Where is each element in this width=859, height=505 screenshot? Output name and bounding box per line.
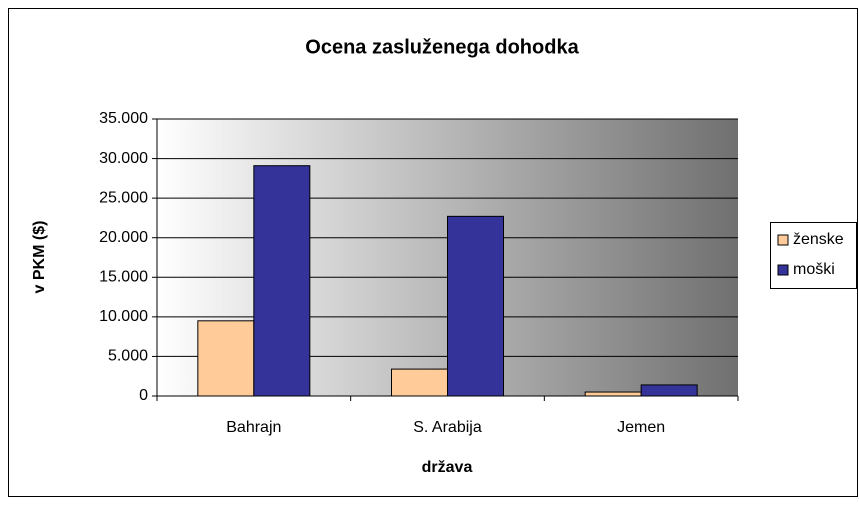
y-tick-label: 30.000 — [99, 150, 148, 167]
x-tick-label: S. Arabija — [413, 419, 482, 436]
y-tick-label: 25.000 — [99, 189, 148, 206]
bar — [640, 384, 698, 397]
legend-swatch — [777, 234, 789, 246]
y-axis-title: v PKM ($) — [31, 221, 48, 294]
bar — [253, 165, 311, 397]
y-tick-label: 10.000 — [99, 308, 148, 325]
bar — [584, 391, 642, 397]
x-tick-label: Bahrajn — [226, 419, 281, 436]
y-tick-label: 5.000 — [108, 348, 148, 365]
y-tick-label: 0 — [139, 387, 148, 404]
y-tick-label: 15.000 — [99, 269, 148, 286]
legend-label: moški — [793, 261, 835, 278]
bar — [447, 215, 504, 397]
x-tick-label: Jemen — [617, 419, 665, 436]
x-axis-title: država — [422, 459, 473, 476]
legend-label: ženske — [793, 231, 844, 248]
y-tick-label: 35.000 — [99, 110, 148, 127]
bar — [391, 368, 448, 397]
legend-swatch — [777, 264, 789, 276]
y-tick-label: 20.000 — [99, 229, 148, 246]
bar — [197, 320, 255, 397]
legend-box — [770, 222, 857, 289]
chart-title: Ocena zasluženega dohodka — [305, 36, 579, 58]
